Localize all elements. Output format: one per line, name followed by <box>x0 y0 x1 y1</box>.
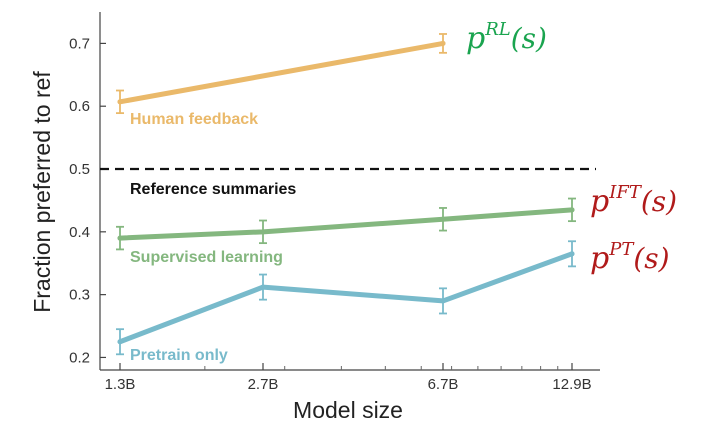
math-label-base: p <box>466 21 485 56</box>
data-point <box>569 251 575 257</box>
reference-layer: Reference summaries <box>100 167 596 198</box>
math-label-argument: (s) <box>511 22 547 55</box>
series-layer <box>116 33 576 356</box>
data-point <box>440 216 446 222</box>
math-label: pIFT(s) <box>590 182 677 219</box>
math-label-base: p <box>590 184 609 219</box>
error-bar <box>568 240 576 268</box>
y-tick-label: 0.2 <box>69 349 90 366</box>
data-point <box>569 207 575 213</box>
error-bar <box>259 273 267 301</box>
x-tick-label: 12.9B <box>552 376 591 393</box>
data-point <box>260 229 266 235</box>
x-tick-label: 6.7B <box>428 376 459 393</box>
error-bar <box>568 197 576 223</box>
x-tick-label: 2.7B <box>248 376 279 393</box>
math-label: pPT(s) <box>590 239 670 276</box>
error-bar <box>439 207 447 232</box>
series-label: Pretrain only <box>130 347 228 364</box>
data-point <box>117 99 123 105</box>
data-point <box>117 235 123 241</box>
y-tick-label: 0.3 <box>69 287 90 304</box>
y-tick-label: 0.7 <box>69 35 90 52</box>
axes: 0.2 0.3 0.4 0.5 0.6 0.7 1.3B 2.7B 6.7B 12.9B Model… <box>29 12 600 423</box>
error-bar <box>116 89 124 115</box>
data-point <box>117 339 123 345</box>
y-tick-label: 0.6 <box>69 98 90 115</box>
y-tick-label: 0.5 <box>69 161 90 178</box>
data-point <box>260 284 266 290</box>
series-line <box>117 207 575 241</box>
series-line <box>117 40 446 105</box>
series-label: Supervised learning <box>130 249 283 266</box>
reference-label: Reference summaries <box>130 181 296 198</box>
math-label: pRL(s) <box>466 19 547 56</box>
error-bar <box>439 287 447 315</box>
error-bar <box>116 328 124 356</box>
error-bar <box>259 219 267 245</box>
y-tick-label: 0.4 <box>69 224 90 241</box>
y-axis-title: Fraction preferred to ref <box>29 71 55 313</box>
math-label-argument: (s) <box>633 242 669 275</box>
math-label-superscript: IFT <box>608 182 643 203</box>
math-label-base: p <box>590 241 609 276</box>
x-tick-label: 1.3B <box>105 376 136 393</box>
math-label-superscript: PT <box>608 239 635 260</box>
data-point <box>440 298 446 304</box>
series-line <box>117 251 575 345</box>
series-label: Human feedback <box>130 111 258 128</box>
data-point <box>440 40 446 46</box>
error-bar <box>439 33 447 54</box>
math-label-superscript: RL <box>484 19 511 40</box>
x-axis-title: Model size <box>293 397 403 423</box>
math-label-argument: (s) <box>641 185 677 218</box>
error-bar <box>116 225 124 251</box>
